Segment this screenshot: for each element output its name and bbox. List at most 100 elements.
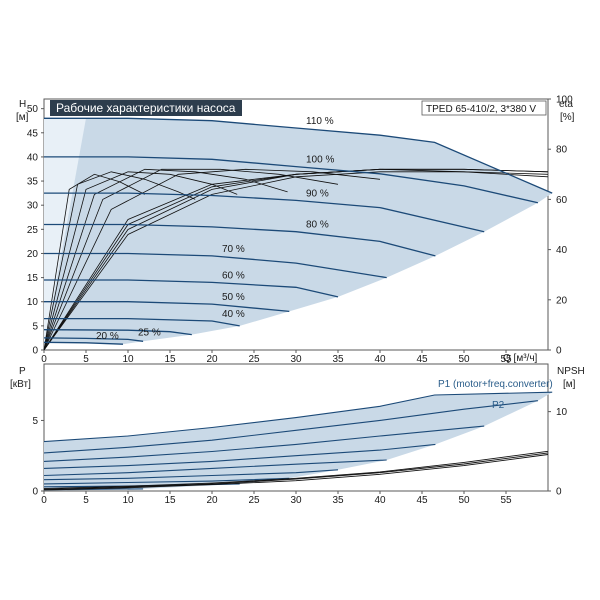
x-tick-label: 0 xyxy=(41,354,47,365)
eta-tick-label: 20 xyxy=(556,295,568,306)
y-tick-label: 30 xyxy=(27,201,39,212)
power-curve xyxy=(43,391,553,443)
axis-ticks: 0055101015152020252530303535404045455050… xyxy=(27,95,573,507)
npsh-tick-label: 10 xyxy=(556,407,568,418)
head-axis-unit: [м] xyxy=(16,112,29,123)
y-tick-label: 5 xyxy=(32,321,38,332)
x-tick-label: 50 xyxy=(458,354,470,365)
head-area-fill-light xyxy=(44,118,86,350)
x-tick-label: 25 xyxy=(248,354,260,365)
y-tick-label: 20 xyxy=(27,249,39,260)
x-tick-label-lower: 25 xyxy=(248,495,260,506)
head-curve xyxy=(43,337,144,342)
x-tick-label-lower: 35 xyxy=(332,495,344,506)
y-tick-label: 35 xyxy=(27,177,39,188)
eta-axis-unit: [%] xyxy=(560,112,575,123)
eta-curve xyxy=(43,171,196,351)
speed-label: 60 % xyxy=(222,270,245,281)
x-tick-label-lower: 55 xyxy=(500,495,512,506)
eta-curve xyxy=(43,171,238,351)
x-tick-label: 10 xyxy=(122,354,134,365)
x-tick-label-lower: 45 xyxy=(416,495,428,506)
eta-curve xyxy=(43,168,381,351)
x-tick-label: 55 xyxy=(500,354,512,365)
x-tick-label: 40 xyxy=(374,354,386,365)
power-curve xyxy=(43,477,290,485)
head-curve xyxy=(44,301,290,313)
head-curve xyxy=(44,252,387,279)
chart-title: Рабочие характеристики насоса xyxy=(56,101,236,115)
pump-model-label: TPED 65-410/2, 3*380 V xyxy=(426,104,536,115)
head-axis-label: H xyxy=(19,99,26,110)
head-curve xyxy=(44,279,339,298)
power-operating-area xyxy=(44,392,553,491)
npsh-curve xyxy=(43,454,549,491)
eta-tick-label: 40 xyxy=(556,245,568,256)
x-tick-label: 5 xyxy=(83,354,89,365)
x-tick-label: 30 xyxy=(290,354,302,365)
power-tick-label: 5 xyxy=(32,416,38,427)
npsh-curves xyxy=(43,450,549,491)
model-box xyxy=(421,100,547,116)
speed-label: 100 % xyxy=(306,155,334,166)
power-curve xyxy=(43,443,436,469)
y-tick-label: 40 xyxy=(27,152,39,163)
head-curve xyxy=(43,341,124,345)
speed-label: 90 % xyxy=(306,188,329,199)
y-tick-label: 0 xyxy=(32,346,38,357)
head-curves: 110 % 100 % 90 % 80 % 70 % 60 % 50 % 40 % 25 % 20… xyxy=(43,116,553,345)
eta-curve xyxy=(43,168,549,351)
y-tick-label: 50 xyxy=(27,104,39,115)
npsh-tick-label: 0 xyxy=(556,487,562,498)
eta-tick-label: 60 xyxy=(556,195,568,206)
head-curve xyxy=(44,223,436,257)
speed-label: 110 % xyxy=(306,116,334,127)
x-tick-label: 35 xyxy=(332,354,344,365)
legend-p1: P1 (motor+freq.converter) xyxy=(438,379,553,390)
head-curve xyxy=(44,117,553,194)
npsh-axis-unit: [м] xyxy=(563,379,576,390)
eta-curve xyxy=(43,173,145,351)
head-curve xyxy=(44,156,539,204)
x-tick-label-lower: 40 xyxy=(374,495,386,506)
flow-axis-label: Q [м³/ч] xyxy=(503,353,538,364)
speed-label: 20 % xyxy=(96,331,119,342)
speed-label: 25 % xyxy=(138,327,161,338)
speed-label: 80 % xyxy=(306,220,329,231)
x-tick-label-lower: 20 xyxy=(206,495,218,506)
power-curve xyxy=(43,425,485,462)
x-tick-label-lower: 0 xyxy=(41,495,47,506)
eta-tick-label: 80 xyxy=(556,145,568,156)
power-axis-unit: [кВт] xyxy=(10,379,31,390)
speed-label: 40 % xyxy=(222,309,245,320)
power-tick-label: 0 xyxy=(32,487,38,498)
npsh-axis-label: NPSH xyxy=(557,366,585,377)
eta-tick-label: 0 xyxy=(556,346,562,357)
speed-label: 50 % xyxy=(222,292,245,303)
x-tick-label: 15 xyxy=(164,354,176,365)
head-curve xyxy=(44,192,485,233)
power-curve xyxy=(43,459,387,477)
head-curve xyxy=(43,329,192,336)
x-tick-label-lower: 10 xyxy=(122,495,134,506)
x-tick-label-lower: 5 xyxy=(83,495,89,506)
power-area-fill xyxy=(44,392,553,491)
power-curve xyxy=(43,400,538,454)
x-tick-label-lower: 30 xyxy=(290,495,302,506)
eta-curve xyxy=(43,168,288,351)
y-tick-label: 25 xyxy=(27,225,39,236)
eta-axis-label: eta xyxy=(559,99,573,110)
x-tick-label-lower: 15 xyxy=(164,495,176,506)
head-curve xyxy=(44,317,240,327)
power-axis-label: P xyxy=(19,366,26,377)
npsh-curve xyxy=(43,450,549,490)
x-tick-label: 20 xyxy=(206,354,218,365)
y-tick-label: 10 xyxy=(27,297,39,308)
x-tick-label-lower: 50 xyxy=(458,495,470,506)
x-tick-label: 45 xyxy=(416,354,428,365)
title-box xyxy=(50,100,242,116)
speed-label: 70 % xyxy=(222,244,245,255)
legend-p2: P2 xyxy=(492,400,505,411)
y-tick-label: 15 xyxy=(27,273,39,284)
